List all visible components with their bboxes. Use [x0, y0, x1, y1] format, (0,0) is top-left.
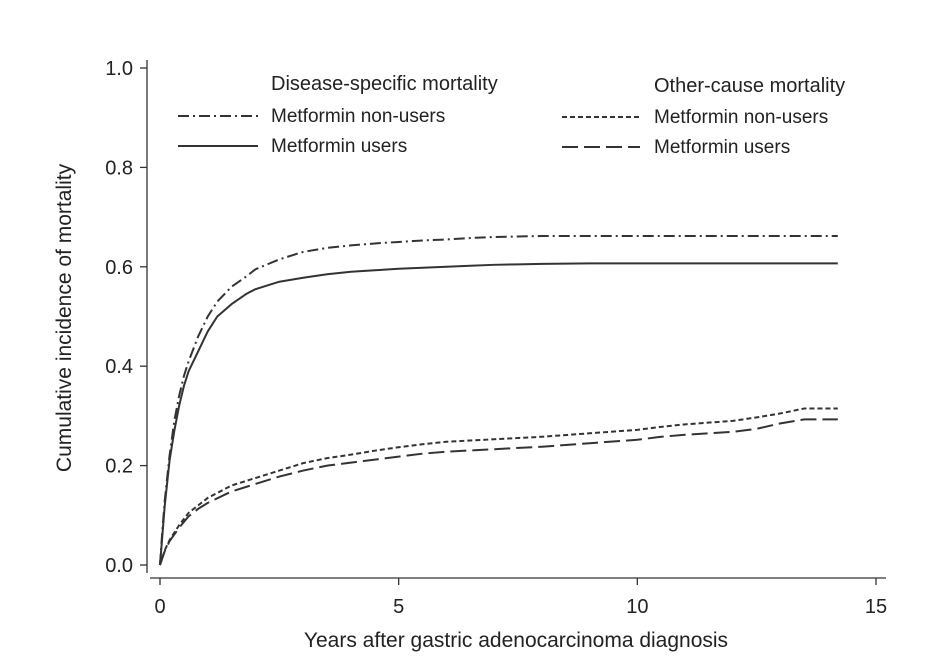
- legend-label-oc-users: Metformin users: [654, 137, 790, 158]
- series-line-disease-specific-mortalitymetformin-non-users: [159, 234, 838, 566]
- x-tick-label: 15: [865, 596, 887, 618]
- y-tick-label: 0.4: [105, 356, 133, 378]
- y-tick-label: 0.2: [105, 456, 133, 478]
- x-axis-title: Years after gastric adenocarcinoma diagn…: [304, 629, 728, 652]
- y-tick-label: 0.6: [105, 257, 133, 279]
- legend-label-ds-non-users: Metformin non-users: [271, 106, 445, 127]
- y-tick-label: 1.0: [105, 58, 133, 80]
- series-line-disease-specific-mortalitymetformin-users: [159, 262, 838, 566]
- series-line-other-cause-mortalitymetformin-non-users: [159, 407, 838, 566]
- y-tick-label: 0.8: [105, 157, 133, 179]
- series-layer: [159, 234, 838, 566]
- legend-label-ds-users: Metformin users: [271, 136, 407, 157]
- y-axis-title: Cumulative incidence of mortality: [53, 163, 76, 472]
- x-tick-label: 0: [154, 596, 165, 618]
- legend-heading-disease-specific: Disease-specific mortality: [271, 73, 498, 95]
- legend-heading-other-cause: Other-cause mortality: [654, 75, 845, 97]
- axis-ticks: 0.0 0.2 0.4 0.6 0.8 1.0 0 5 10 15: [105, 58, 887, 618]
- y-tick-label: 0.0: [105, 555, 133, 577]
- x-tick-label: 10: [626, 596, 648, 618]
- legend-label-oc-non-users: Metformin non-users: [654, 107, 828, 128]
- x-tick-label: 5: [393, 596, 404, 618]
- legend: Disease-specific mortality Other-cause m…: [178, 73, 845, 158]
- series-line-other-cause-mortalitymetformin-users: [159, 418, 838, 566]
